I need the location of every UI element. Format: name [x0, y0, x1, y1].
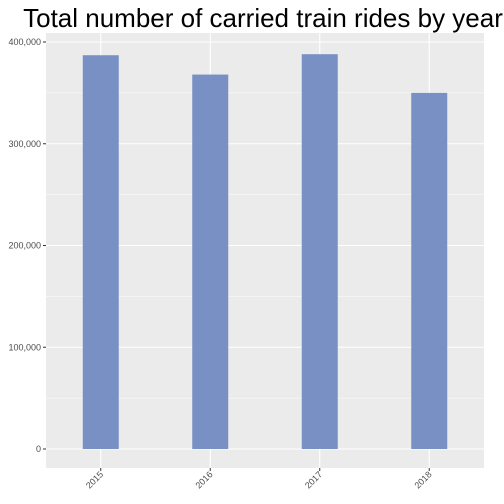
- y-tick-label: 100,000: [8, 342, 41, 352]
- bar-2015: [82, 55, 119, 449]
- x-tick-label: 2016: [193, 469, 214, 490]
- bar-2016: [192, 74, 229, 449]
- y-tick-label: 400,000: [8, 37, 41, 47]
- y-axis: 0 100,000 200,000 300,000 400,000: [8, 37, 46, 454]
- y-tick-label: 300,000: [8, 139, 41, 149]
- bar-2017: [301, 54, 338, 450]
- chart-title: Total number of carried train rides by y…: [23, 3, 503, 33]
- bar-2018: [411, 92, 448, 449]
- x-tick-label: 2017: [303, 469, 324, 490]
- minor-gridlines: [46, 92, 484, 399]
- x-tick-label: 2015: [84, 469, 105, 490]
- bars: [82, 54, 448, 450]
- x-axis: 2015 2016 2017 2018: [84, 468, 434, 491]
- y-tick-label: 0: [36, 444, 41, 454]
- x-tick-label: 2018: [412, 469, 433, 490]
- plot-panel: [46, 33, 484, 468]
- y-tick-label: 200,000: [8, 241, 41, 251]
